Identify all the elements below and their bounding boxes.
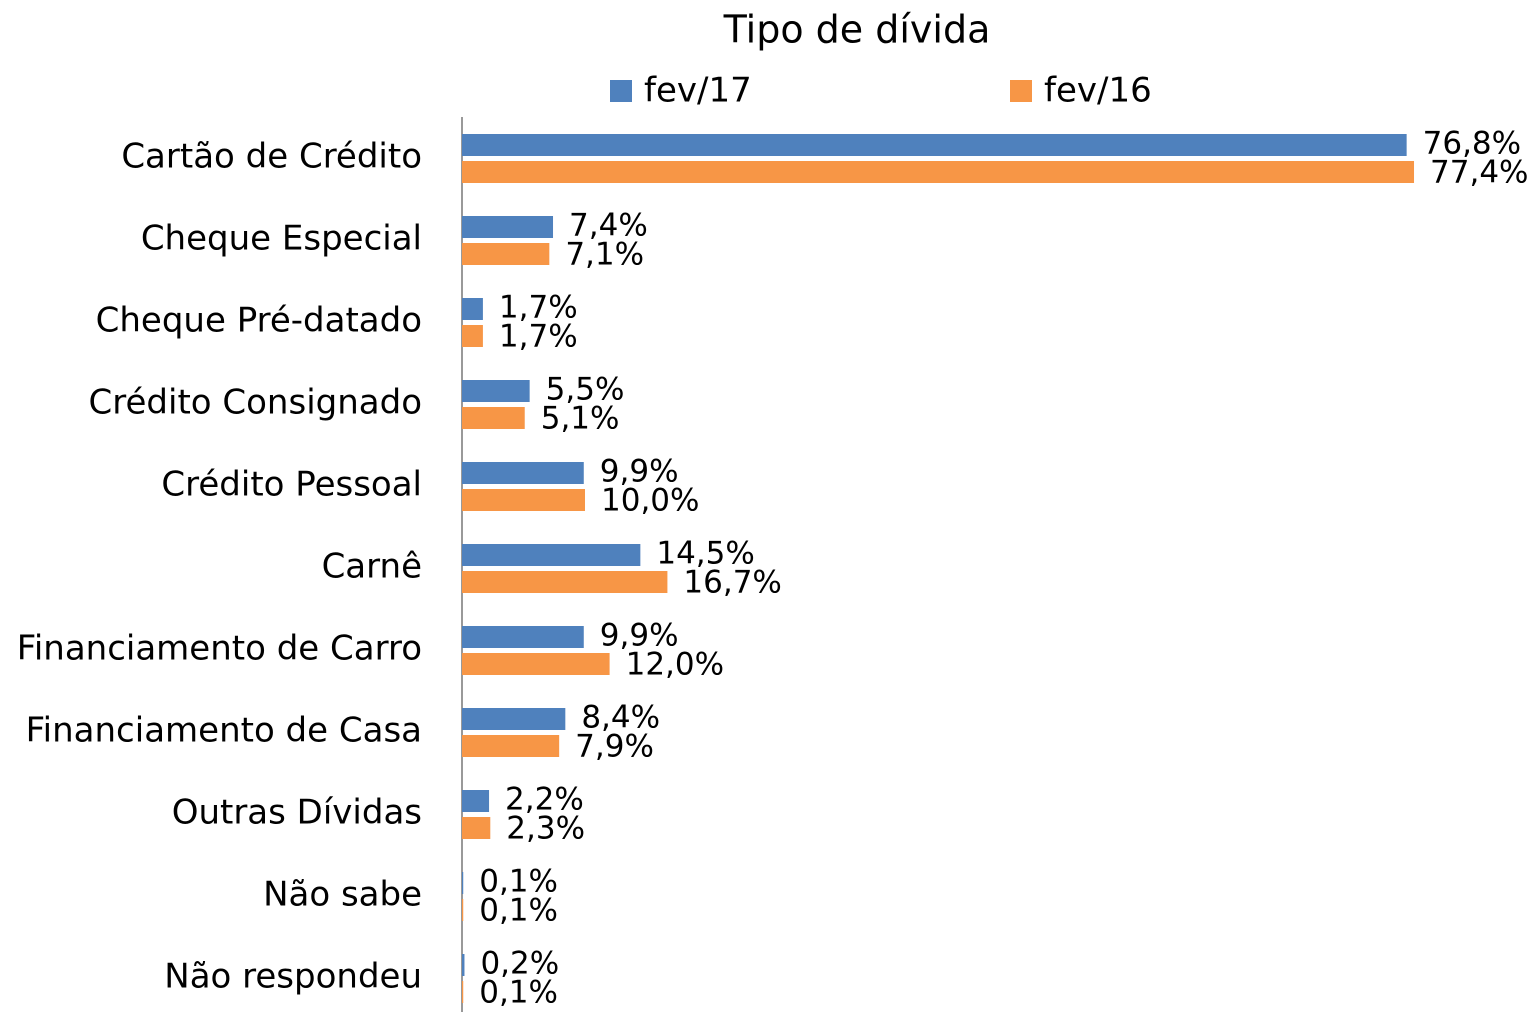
value-label: 9,9% bbox=[600, 454, 679, 490]
bar bbox=[462, 981, 464, 1003]
legend-label: fev/16 bbox=[1044, 71, 1152, 111]
bar bbox=[462, 489, 585, 511]
y-tick-label: Carnê bbox=[322, 547, 422, 587]
bar bbox=[462, 325, 483, 347]
value-label: 2,3% bbox=[506, 811, 585, 847]
bar bbox=[462, 571, 668, 593]
value-label: 5,1% bbox=[541, 401, 620, 437]
value-label: 0,2% bbox=[480, 946, 559, 982]
value-label: 7,9% bbox=[575, 729, 654, 765]
y-tick-label: Financiamento de Carro bbox=[17, 629, 422, 669]
bar bbox=[462, 161, 1415, 183]
y-tick-label: Não respondeu bbox=[164, 957, 422, 997]
value-label: 8,4% bbox=[581, 700, 660, 736]
y-tick-label: Outras Dívidas bbox=[172, 793, 422, 833]
bar bbox=[462, 790, 490, 812]
y-tick-label: Cheque Especial bbox=[141, 219, 422, 259]
bar bbox=[462, 899, 464, 921]
value-label: 0,1% bbox=[479, 975, 558, 1011]
value-label: 10,0% bbox=[601, 483, 699, 519]
value-label: 76,8% bbox=[1423, 126, 1521, 162]
bar bbox=[462, 735, 560, 757]
bar bbox=[462, 954, 465, 976]
y-tick-label: Não sabe bbox=[263, 875, 422, 915]
value-label: 1,7% bbox=[499, 319, 578, 355]
bar bbox=[462, 134, 1407, 156]
bar bbox=[462, 380, 530, 402]
value-label: 7,4% bbox=[569, 208, 648, 244]
value-label: 0,1% bbox=[479, 864, 558, 900]
bar bbox=[462, 243, 550, 265]
bar bbox=[462, 544, 641, 566]
y-tick-label: Financiamento de Casa bbox=[26, 711, 422, 751]
bar bbox=[462, 626, 584, 648]
y-tick-label: Crédito Consignado bbox=[89, 383, 422, 423]
value-label: 1,7% bbox=[499, 290, 578, 326]
legend-label: fev/17 bbox=[644, 71, 752, 111]
y-tick-label: Cartão de Crédito bbox=[121, 137, 422, 177]
value-label: 5,5% bbox=[546, 372, 625, 408]
bar bbox=[462, 653, 610, 675]
bar bbox=[462, 872, 464, 894]
bar bbox=[462, 298, 483, 320]
bar bbox=[462, 407, 525, 429]
chart-title: Tipo de dívida bbox=[723, 8, 991, 52]
value-label: 2,2% bbox=[505, 782, 584, 818]
value-label: 16,7% bbox=[683, 565, 781, 601]
bar bbox=[462, 216, 554, 238]
bar bbox=[462, 708, 566, 730]
y-tick-label: Cheque Pré-datado bbox=[96, 301, 422, 341]
bar bbox=[462, 462, 584, 484]
value-label: 14,5% bbox=[656, 536, 754, 572]
bar bbox=[462, 817, 491, 839]
legend-swatch bbox=[1010, 80, 1032, 102]
value-label: 7,1% bbox=[565, 237, 644, 273]
value-label: 77,4% bbox=[1430, 155, 1528, 191]
y-tick-label: Crédito Pessoal bbox=[161, 465, 422, 505]
legend-swatch bbox=[610, 80, 632, 102]
value-label: 9,9% bbox=[600, 618, 679, 654]
value-label: 12,0% bbox=[626, 647, 724, 683]
value-label: 0,1% bbox=[479, 893, 558, 929]
